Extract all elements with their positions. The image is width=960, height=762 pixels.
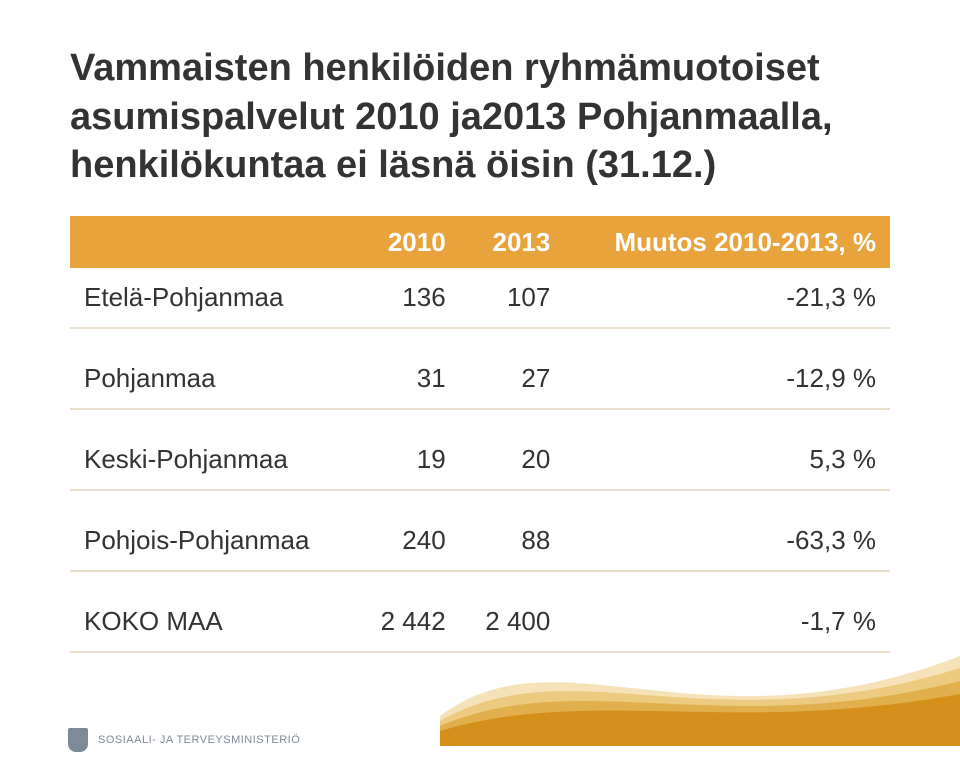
- table-spacer: [70, 328, 890, 349]
- cell-2010: 2 442: [355, 592, 460, 652]
- cell-2010: 240: [355, 511, 460, 571]
- cell-2010: 31: [355, 349, 460, 409]
- table-spacer: [70, 571, 890, 592]
- cell-2013: 107: [460, 268, 565, 328]
- cell-2013: 2 400: [460, 592, 565, 652]
- table-row: Pohjois-Pohjanmaa 240 88 -63,3 %: [70, 511, 890, 571]
- table-spacer: [70, 409, 890, 430]
- logo-text: SOSIAALI- JA TERVEYSMINISTERIÖ: [98, 734, 300, 746]
- cell-2013: 27: [460, 349, 565, 409]
- th-2013: 2013: [460, 216, 565, 269]
- cell-label: Pohjois-Pohjanmaa: [70, 511, 355, 571]
- th-label: [70, 216, 355, 269]
- footer: SOSIAALI- JA TERVEYSMINISTERIÖ: [0, 666, 960, 762]
- th-change: Muutos 2010-2013, %: [564, 216, 890, 269]
- th-2010: 2010: [355, 216, 460, 269]
- logo-emblem-icon: [68, 728, 88, 752]
- cell-change: -12,9 %: [564, 349, 890, 409]
- page-title: Vammaisten henkilöiden ryhmämuotoiset as…: [70, 44, 890, 190]
- cell-change: 5,3 %: [564, 430, 890, 490]
- cell-label: Pohjanmaa: [70, 349, 355, 409]
- cell-change: -63,3 %: [564, 511, 890, 571]
- table-header-row: 2010 2013 Muutos 2010-2013, %: [70, 216, 890, 269]
- table-row: KOKO MAA 2 442 2 400 -1,7 %: [70, 592, 890, 652]
- cell-2010: 19: [355, 430, 460, 490]
- cell-2013: 88: [460, 511, 565, 571]
- table-row: Etelä-Pohjanmaa 136 107 -21,3 %: [70, 268, 890, 328]
- table-row: Keski-Pohjanmaa 19 20 5,3 %: [70, 430, 890, 490]
- cell-label: Keski-Pohjanmaa: [70, 430, 355, 490]
- cell-2013: 20: [460, 430, 565, 490]
- cell-label: Etelä-Pohjanmaa: [70, 268, 355, 328]
- cell-change: -21,3 %: [564, 268, 890, 328]
- data-table: 2010 2013 Muutos 2010-2013, % Etelä-Pohj…: [70, 216, 890, 654]
- cell-label: KOKO MAA: [70, 592, 355, 652]
- table-row: Pohjanmaa 31 27 -12,9 %: [70, 349, 890, 409]
- cell-change: -1,7 %: [564, 592, 890, 652]
- table-spacer: [70, 490, 890, 511]
- cell-2010: 136: [355, 268, 460, 328]
- ministry-logo: SOSIAALI- JA TERVEYSMINISTERIÖ: [68, 728, 300, 752]
